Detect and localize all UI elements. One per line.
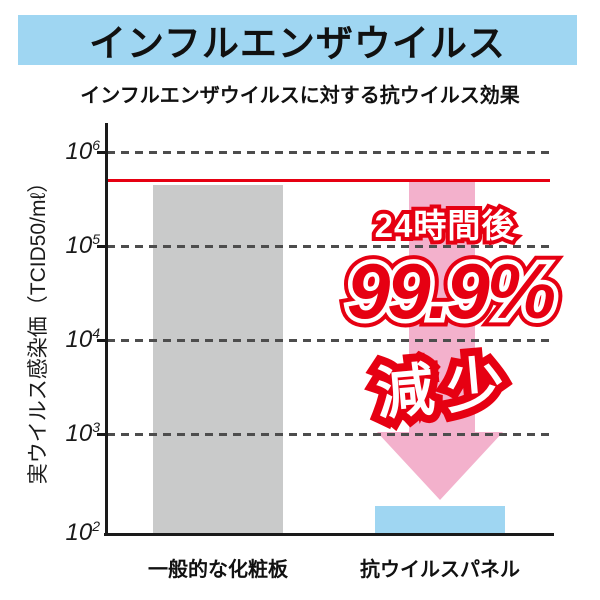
tick-exp: 4 [92,325,100,341]
category-label-general-board: 一般的な化粧板 [148,559,288,581]
x-axis-line [104,533,554,536]
bar-general-board [153,185,283,533]
y-tick-label-1e5: 105 [38,231,101,259]
gridline-1e3 [107,433,550,436]
annotation-percent-white-outline: 99.9% [342,243,560,340]
annotation-24h-outline: 24時間後 [371,203,519,248]
y-tick-label-1e6: 106 [38,137,101,165]
gridline-1e4 [107,339,550,342]
y-tick-label-1e4: 104 [38,325,101,353]
y-axis-title: 実ウイルス感染価（TCID50/mℓ） [27,171,50,485]
annotation-24h-text: 24時間後 [374,207,516,244]
gridline-1e6 [107,151,550,154]
annotation-percent-text: 99.9% [346,247,556,335]
tick-exp: 2 [92,518,100,534]
annotation-percent-outer-ring: 99.9% [338,239,564,344]
tick-base: 10 [65,420,93,447]
y-tick-mark [97,245,107,248]
tick-base: 10 [65,138,93,165]
gridline-1e5 [107,245,550,248]
tick-base: 10 [65,232,93,259]
annotation-percent: 99.9% 99.9% 99.9% [305,239,595,344]
y-axis-line [105,123,108,536]
chart-title: インフルエンザウイルスに対する抗ウイルス効果 [80,85,520,107]
tick-base: 10 [65,326,93,353]
y-tick-label-1e3: 103 [38,419,101,447]
y-tick-label-1e2: 102 [38,518,101,546]
bar-antivirus-panel [375,506,505,533]
y-tick-mark [97,433,107,436]
page-title: インフルエンザウイルス [89,23,506,64]
tick-exp: 6 [92,137,100,153]
tick-base: 10 [65,519,93,546]
category-label-antivirus-panel: 抗ウイルスパネル [360,559,520,581]
reference-line [107,179,550,182]
annotation-decrease-text: 減少 [373,349,519,427]
annotation-decrease: 減少 減少 [327,331,562,435]
tick-exp: 3 [92,419,100,435]
header-banner: インフルエンザウイルス [18,15,577,65]
annotation-24h: 24時間後 24時間後 [325,199,565,248]
y-tick-mark [97,151,107,154]
tick-exp: 5 [92,231,100,247]
y-tick-mark [97,339,107,342]
